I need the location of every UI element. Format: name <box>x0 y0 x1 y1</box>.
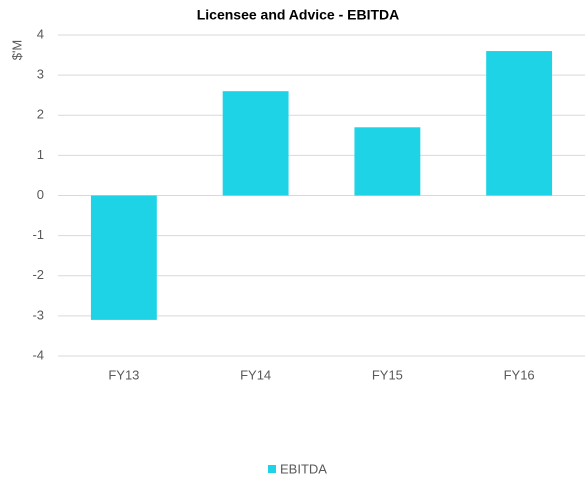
bar <box>486 51 553 196</box>
y-tick-label: -4 <box>32 347 44 362</box>
bar <box>354 127 421 196</box>
x-tick-label: FY13 <box>108 367 139 382</box>
y-axis-label: $'M <box>9 40 24 61</box>
bar <box>222 91 289 196</box>
chart-title: Licensee and Advice - EBITDA <box>197 7 400 23</box>
y-tick-label: -3 <box>32 307 44 322</box>
legend-label: EBITDA <box>280 461 327 476</box>
bar <box>90 195 157 320</box>
y-tick-label: 1 <box>37 147 44 162</box>
y-tick-label: 4 <box>37 26 44 41</box>
y-tick-label: -1 <box>32 227 44 242</box>
y-tick-label: -2 <box>32 267 44 282</box>
y-tick-label: 2 <box>37 107 44 122</box>
y-tick-label: 3 <box>37 67 44 82</box>
y-tick-label: 0 <box>37 187 44 202</box>
legend-swatch <box>268 465 276 473</box>
x-tick-label: FY14 <box>240 367 271 382</box>
x-tick-label: FY15 <box>372 367 403 382</box>
x-tick-label: FY16 <box>504 367 535 382</box>
